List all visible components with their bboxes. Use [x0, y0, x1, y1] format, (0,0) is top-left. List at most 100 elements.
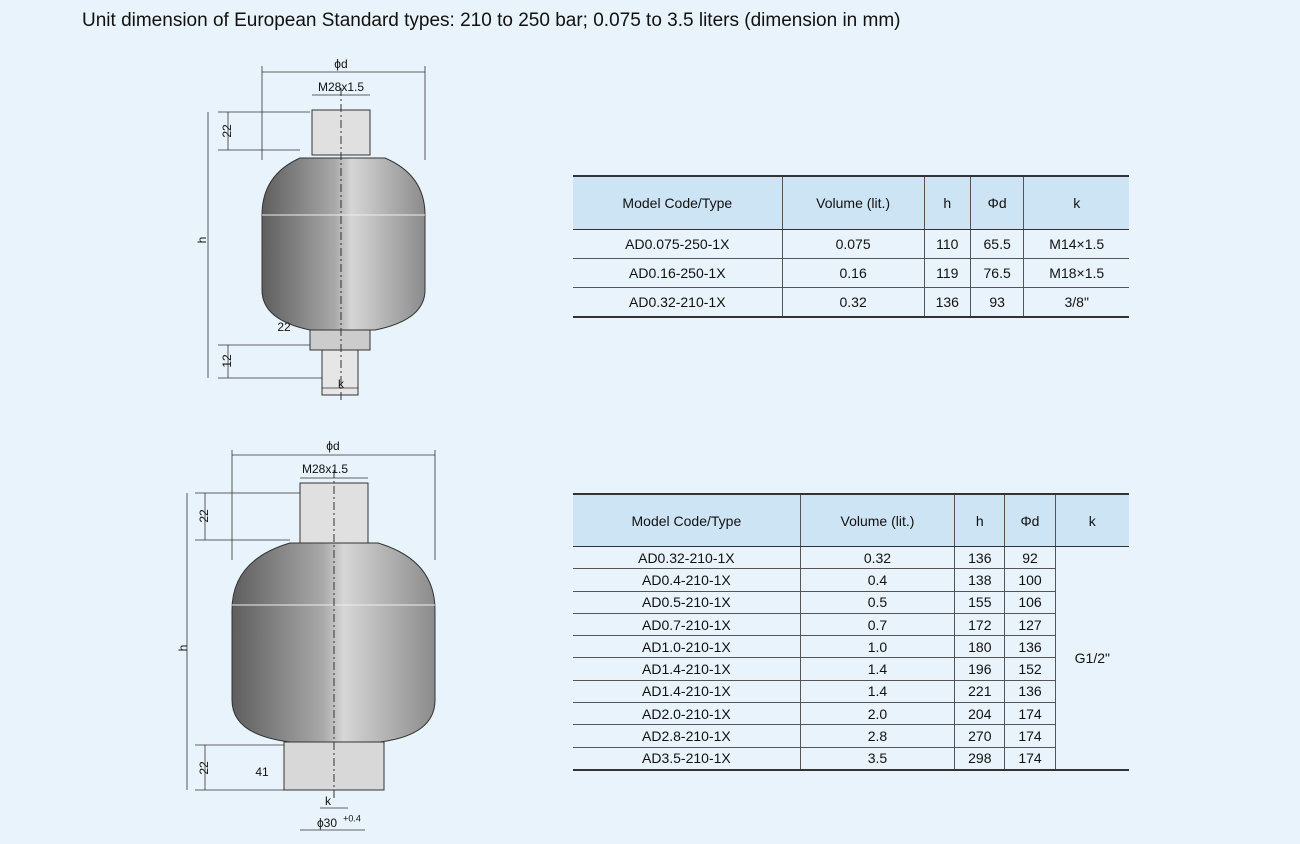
cell: 0.32	[781, 287, 925, 318]
cell: 152	[1004, 657, 1056, 681]
cell: 2.8	[799, 724, 956, 748]
cell: 65.5	[969, 229, 1025, 259]
data-row: AD1.0-210-1X 1.0 180 136	[573, 635, 1129, 659]
shell	[261, 157, 426, 331]
cell: AD2.0-210-1X	[573, 702, 801, 726]
header-row: Model Code/Type Volume (lit.) h Φd k	[573, 494, 1129, 547]
dim-label: 12	[220, 354, 234, 368]
cell: AD1.4-210-1X	[573, 679, 801, 704]
cell: 221	[954, 679, 1006, 704]
dim-label: 22	[197, 509, 211, 523]
cell: AD3.5-210-1X	[573, 746, 801, 771]
cell: 93	[969, 287, 1025, 318]
cell: M18×1.5	[1023, 258, 1129, 288]
dim-label: ϕ30	[317, 816, 337, 830]
cell: 110	[923, 229, 971, 259]
data-row: AD0.7-210-1X 0.7 172 127	[573, 612, 1129, 637]
header-cell: h	[954, 494, 1006, 547]
header-cell: Φd	[1004, 494, 1056, 547]
cell: 204	[954, 702, 1006, 726]
dim-label: h	[176, 645, 190, 652]
cell: AD0.16-250-1X	[573, 258, 783, 288]
cell: 136	[954, 545, 1006, 570]
cell: 0.7	[799, 612, 956, 637]
drawings: ϕd M28x1.5 22 h 22 12 k ϕd M28x1.5 22 h …	[176, 57, 436, 831]
spec-table-1: Model Code/Type Volume (lit.) h Φd k AD0.075-…	[573, 175, 1129, 318]
cell: 136	[923, 287, 971, 318]
cell: AD0.075-250-1X	[573, 229, 783, 259]
data-row: AD0.32-210-1X 0.32 136 92 G1/2"	[573, 545, 1129, 771]
cell: AD0.5-210-1X	[573, 590, 801, 614]
cell: AD0.32-210-1X	[573, 545, 801, 570]
data-row: AD0.075-250-1X 0.075 110 65.5 M14×1.5	[573, 229, 1129, 259]
dim-label: 22	[197, 761, 211, 775]
data-row: AD2.0-210-1X 2.0 204 174	[573, 702, 1129, 726]
spec-table-2: Model Code/Type Volume (lit.) h Φd k AD0.32-2…	[573, 493, 1129, 771]
cell: 3.5	[799, 746, 956, 771]
dim-label: k	[325, 794, 332, 808]
header-cell: k	[1023, 176, 1129, 230]
cell: AD2.8-210-1X	[573, 724, 801, 748]
merged-cell: G1/2"	[1054, 545, 1129, 771]
accumulator-drawing-1: ϕd M28x1.5 22 h 22 12 k	[195, 57, 426, 400]
cell: 127	[1004, 612, 1056, 637]
cell: 174	[1004, 746, 1056, 771]
data-row: AD0.16-250-1X 0.16 119 76.5 M18×1.5	[573, 258, 1129, 288]
dim-label: +0.4	[343, 813, 361, 823]
header-cell: Model Code/Type	[573, 176, 783, 230]
dim-label: ϕd	[334, 57, 347, 71]
cell: 298	[954, 746, 1006, 771]
cell: 1.0	[799, 635, 956, 659]
cell: 1.4	[799, 679, 956, 704]
dim-label: M28x1.5	[302, 462, 348, 476]
dim-label: 41	[255, 765, 269, 779]
dim-label: h	[195, 237, 209, 244]
dim-label: 22	[220, 124, 234, 138]
header-cell: Model Code/Type	[573, 494, 801, 547]
cell: 3/8"	[1023, 287, 1129, 318]
data-row: AD0.4-210-1X 0.4 138 100	[573, 568, 1129, 592]
cell: 76.5	[969, 258, 1025, 288]
cell: 174	[1004, 702, 1056, 726]
cell: 0.32	[799, 545, 956, 570]
header-cell: Volume (lit.)	[781, 176, 925, 230]
dim-label: M28x1.5	[318, 80, 364, 94]
cell: AD0.7-210-1X	[573, 612, 801, 637]
data-row: AD2.8-210-1X 2.8 270 174	[573, 724, 1129, 748]
header-row: Model Code/Type Volume (lit.) h Φd k	[573, 176, 1129, 230]
dim-label: ϕd	[326, 439, 339, 453]
dim-label: 22	[277, 320, 291, 334]
header-cell: Volume (lit.)	[799, 494, 956, 547]
cell: AD0.4-210-1X	[573, 568, 801, 592]
cell: 100	[1004, 568, 1056, 592]
data-row: AD3.5-210-1X 3.5 298 174	[573, 746, 1129, 771]
cell: 172	[954, 612, 1006, 637]
cell: 0.075	[781, 229, 925, 259]
cell: 0.5	[799, 590, 956, 614]
data-row: AD1.4-210-1X 1.4 196 152	[573, 657, 1129, 681]
cell: 180	[954, 635, 1006, 659]
header-cell: Φd	[969, 176, 1025, 230]
page-title: Unit dimension of European Standard type…	[82, 10, 901, 31]
header-cell: k	[1054, 494, 1129, 547]
cell: 119	[923, 258, 971, 288]
fitting	[321, 349, 359, 396]
cell: 270	[954, 724, 1006, 748]
cell: 136	[1004, 679, 1056, 704]
data-row: AD0.32-210-1X 0.32 136 93 3/8"	[573, 287, 1129, 318]
cell: 106	[1004, 590, 1056, 614]
cell: 196	[954, 657, 1006, 681]
cell: 92	[1004, 545, 1056, 570]
cell: 174	[1004, 724, 1056, 748]
cell: 155	[954, 590, 1006, 614]
cell: M14×1.5	[1023, 229, 1129, 259]
data-row: AD1.4-210-1X 1.4 221 136	[573, 679, 1129, 704]
port	[309, 329, 371, 351]
header-cell: h	[923, 176, 971, 230]
cell: 0.16	[781, 258, 925, 288]
cell: 2.0	[799, 702, 956, 726]
cell: 0.4	[799, 568, 956, 592]
cell: AD1.0-210-1X	[573, 635, 801, 659]
cell: 136	[1004, 635, 1056, 659]
